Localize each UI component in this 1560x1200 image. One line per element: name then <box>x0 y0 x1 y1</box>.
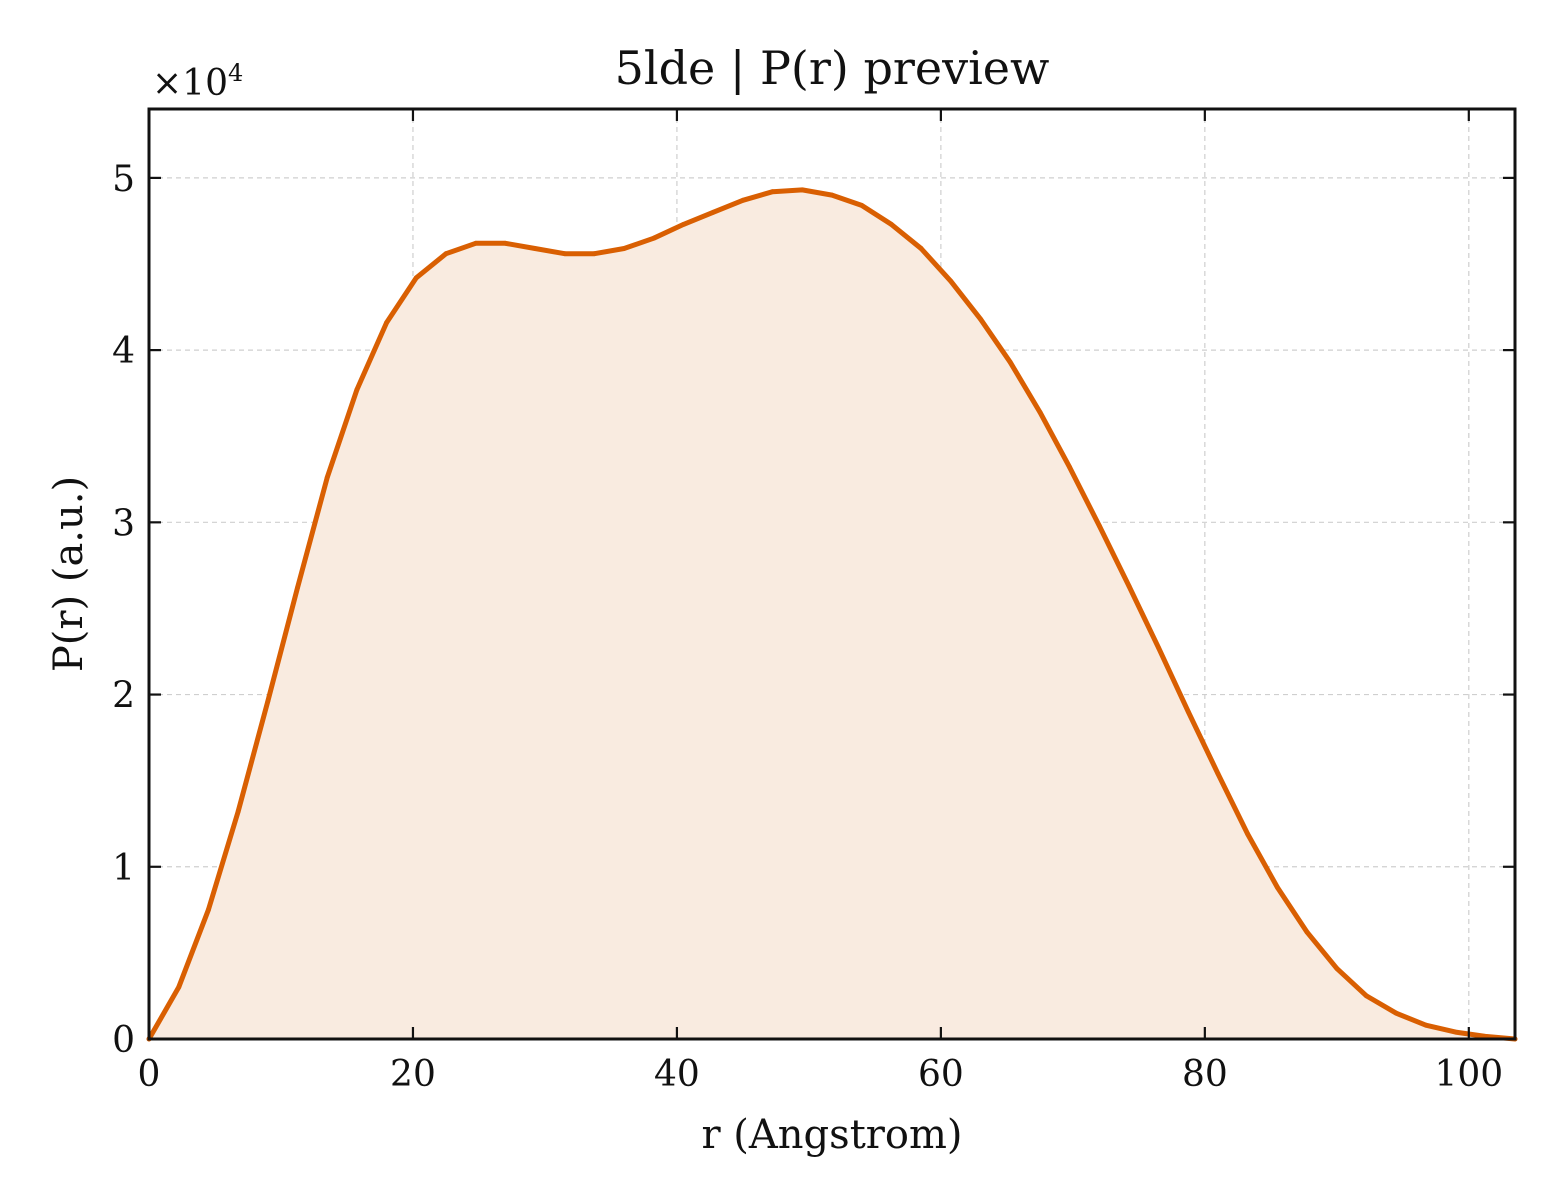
data-point <box>176 984 182 990</box>
data-point <box>859 203 865 208</box>
data-point <box>1096 523 1102 529</box>
data-point <box>1215 771 1221 777</box>
x-axis-label: r (Angstrom) <box>701 1112 962 1158</box>
y-multiplier: ×104 <box>152 59 243 104</box>
y-axis-label: P(r) (a.u.) <box>46 476 92 672</box>
area-fill <box>149 189 1515 1039</box>
x-tick-label: 100 <box>1434 1054 1503 1095</box>
x-tick-label: 40 <box>654 1054 700 1095</box>
data-point <box>592 251 597 257</box>
data-point <box>1393 1010 1399 1016</box>
data-point <box>1423 1022 1429 1028</box>
x-tick-label: 80 <box>1182 1054 1228 1095</box>
y-multiplier-exponent: 4 <box>228 59 243 87</box>
data-point <box>502 240 508 246</box>
data-point <box>1245 831 1251 837</box>
y-multiplier-base: ×10 <box>152 63 228 104</box>
plot-frame <box>147 107 1517 1041</box>
data-point <box>681 222 686 227</box>
data-point <box>829 192 835 198</box>
data-point <box>1067 464 1072 470</box>
data-point <box>473 240 479 246</box>
data-point <box>621 246 627 251</box>
data-point <box>206 907 211 913</box>
data-point <box>948 278 954 284</box>
data-point <box>740 197 746 203</box>
data-point <box>710 209 716 215</box>
y-tick-label: 5 <box>112 159 135 200</box>
data-point <box>918 246 924 251</box>
data-point <box>354 387 360 393</box>
data-point <box>651 235 657 241</box>
data-point <box>295 585 300 591</box>
chart-title: 5lde | P(r) preview <box>615 41 1050 95</box>
x-tick-label: 0 <box>138 1054 161 1095</box>
data-point <box>1275 885 1280 890</box>
data-point <box>1156 645 1162 651</box>
x-tick-label: 20 <box>390 1054 436 1095</box>
data-point <box>384 320 389 325</box>
data-point <box>413 275 419 281</box>
data-point <box>799 187 805 193</box>
data-point <box>324 475 330 480</box>
data-point <box>1126 583 1132 589</box>
data-point <box>1334 966 1340 971</box>
data-point <box>1304 929 1310 935</box>
ticks: 0 20 40 60 80 100 0 1 2 3 4 5 <box>112 109 1515 1095</box>
data-point <box>235 809 241 815</box>
data-point <box>770 189 775 195</box>
y-tick-label: 0 <box>112 1020 135 1061</box>
y-tick-label: 1 <box>112 848 135 889</box>
data-point <box>1453 1029 1458 1035</box>
data-point <box>978 316 983 322</box>
data-point <box>265 699 271 704</box>
data-point <box>1037 409 1043 415</box>
y-tick-label: 4 <box>112 331 135 372</box>
data-point <box>532 246 538 251</box>
y-tick-label: 3 <box>112 503 135 544</box>
data-point <box>1007 359 1013 365</box>
y-tick-label: 2 <box>112 676 135 717</box>
data-point <box>562 251 568 257</box>
data-point <box>1364 993 1369 999</box>
x-tick-label: 60 <box>918 1054 964 1095</box>
data-point <box>1185 709 1191 715</box>
data-point <box>443 251 449 257</box>
data-point <box>889 222 894 227</box>
